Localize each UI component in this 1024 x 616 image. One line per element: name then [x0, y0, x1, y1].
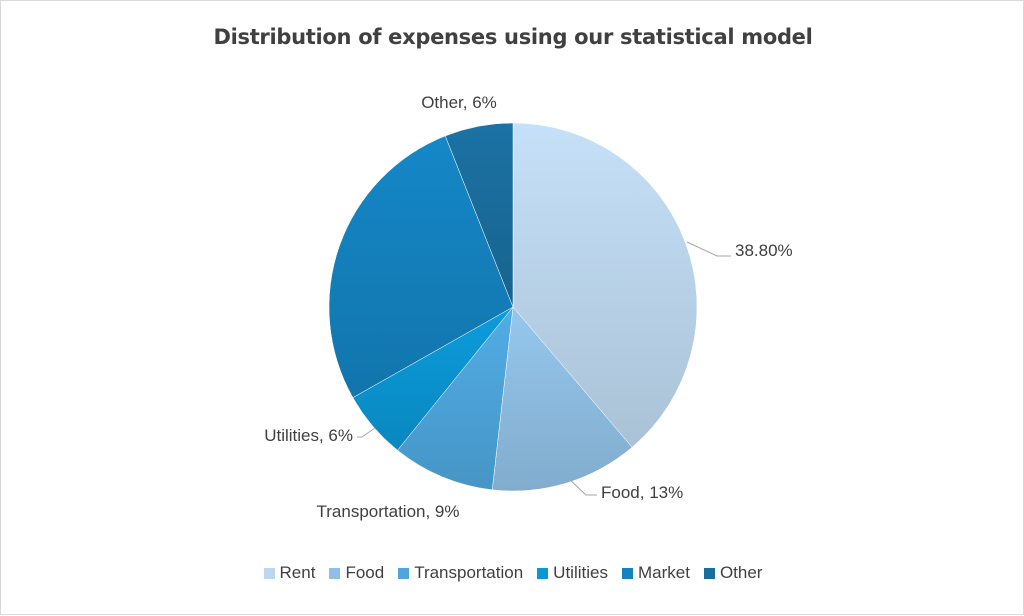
- legend-item-other: Other: [703, 563, 763, 583]
- data-label-rent: 38.80%: [735, 241, 793, 260]
- legend-item-rent: Rent: [263, 563, 316, 583]
- pie-slice-rent: [512, 122, 698, 448]
- pie-slice-food: [491, 306, 633, 492]
- data-label-other: Other, 6%: [421, 93, 497, 112]
- pie-slice-other: [444, 122, 514, 308]
- legend-label: Market: [637, 563, 690, 582]
- legend: Rent Food Transportation Utilities Market Oth…: [1, 563, 1024, 583]
- legend-label: Rent: [279, 563, 316, 582]
- legend-label: Transportation: [414, 563, 524, 582]
- chart-title: Distribution of expenses using our stati…: [213, 25, 813, 49]
- legend-swatch: [537, 567, 549, 579]
- legend-swatch: [621, 567, 633, 579]
- legend-swatch: [263, 567, 275, 579]
- legend-label: Food: [345, 563, 385, 582]
- leader-line-food: [568, 478, 597, 496]
- legend-item-market: Market: [621, 563, 690, 583]
- legend-label: Utilities: [553, 563, 608, 582]
- pie-slice-transportation: [397, 306, 514, 491]
- legend-swatch: [329, 567, 341, 579]
- data-label-transportation: Transportation, 9%: [317, 502, 460, 521]
- data-label-food: Food, 13%: [601, 483, 683, 502]
- legend-item-utilities: Utilities: [537, 563, 608, 583]
- leader-line-utilities: [357, 427, 376, 438]
- data-label-utilities: Utilities, 6%: [264, 426, 353, 445]
- legend-swatch: [703, 567, 715, 579]
- legend-item-food: Food: [329, 563, 384, 583]
- legend-item-transportation: Transportation: [398, 563, 523, 583]
- legend-swatch: [398, 567, 410, 579]
- pie-slice-market: [328, 135, 514, 399]
- leader-line-rent: [686, 241, 731, 257]
- legend-label: Other: [719, 563, 763, 582]
